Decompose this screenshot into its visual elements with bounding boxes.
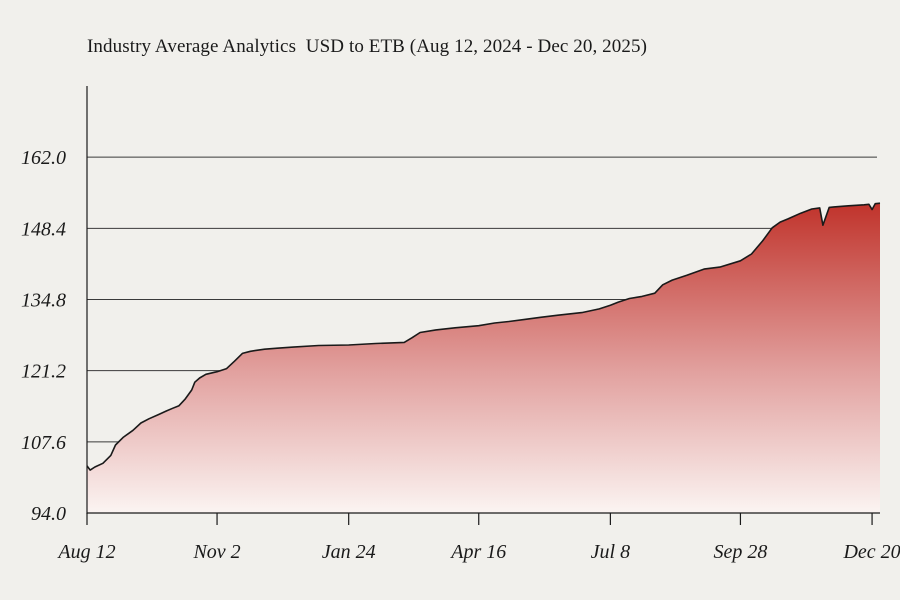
y-tick-label: 148.4 <box>21 218 66 240</box>
y-tick-label: 134.8 <box>21 290 66 312</box>
y-tick-label: 121.2 <box>21 361 66 383</box>
x-tick-label: Jul 8 <box>591 541 630 563</box>
x-tick-label: Dec 20 <box>842 541 900 563</box>
x-tick-label: Jan 24 <box>322 541 376 563</box>
chart-title: Industry Average Analytics USD to ETB (A… <box>87 36 647 57</box>
y-tick-label: 162.0 <box>21 147 66 169</box>
x-tick-label: Apr 16 <box>449 541 506 563</box>
y-tick-label: 107.6 <box>21 432 66 454</box>
x-tick-label: Nov 2 <box>192 541 240 563</box>
y-tick-label: 94.0 <box>31 503 66 525</box>
series-area <box>87 203 880 513</box>
series-line <box>86 202 881 471</box>
x-tick-label: Sep 28 <box>713 541 767 563</box>
x-tick-label: Aug 12 <box>56 541 115 563</box>
